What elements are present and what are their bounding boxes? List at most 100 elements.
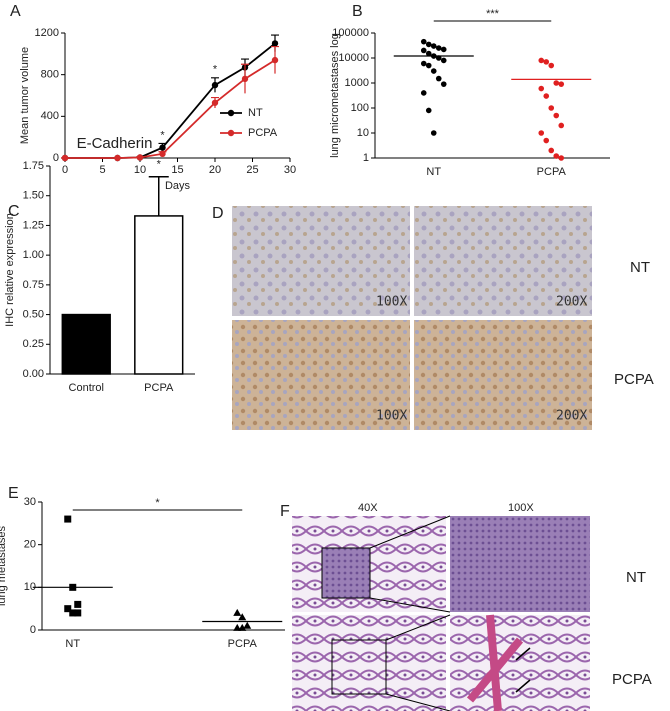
row-label: PCPA bbox=[614, 371, 654, 388]
point bbox=[558, 81, 565, 87]
bar bbox=[134, 215, 184, 375]
point bbox=[440, 81, 447, 87]
legend-marker bbox=[227, 129, 235, 137]
x-tick-label: NT bbox=[426, 166, 441, 178]
point bbox=[211, 81, 219, 89]
y-tick-label: 0.75 bbox=[23, 279, 44, 291]
point bbox=[271, 56, 279, 64]
point bbox=[440, 57, 447, 64]
point bbox=[543, 93, 550, 99]
row-label: PCPA bbox=[612, 671, 652, 688]
x-tick-label: 5 bbox=[99, 164, 105, 176]
point bbox=[553, 153, 560, 159]
point bbox=[136, 154, 144, 161]
point bbox=[420, 38, 427, 45]
x-tick-label: 20 bbox=[209, 164, 221, 176]
point bbox=[548, 147, 555, 154]
legend-label: PCPA bbox=[248, 127, 278, 139]
point bbox=[420, 47, 427, 54]
y-tick-label: 20 bbox=[24, 539, 36, 551]
magnification: 100X bbox=[376, 295, 407, 310]
point bbox=[538, 130, 545, 136]
point bbox=[233, 608, 242, 616]
y-axis-label: Mean tumor volume bbox=[19, 47, 31, 144]
point bbox=[420, 60, 427, 67]
legend-label: NT bbox=[248, 107, 263, 119]
y-tick-label: 400 bbox=[41, 110, 59, 122]
error-bar bbox=[148, 175, 169, 216]
point bbox=[548, 62, 555, 69]
micrograph bbox=[232, 206, 410, 316]
point bbox=[61, 154, 69, 162]
row-label: NT bbox=[626, 569, 646, 586]
zoom-line bbox=[369, 515, 451, 711]
point bbox=[558, 155, 565, 161]
micrograph bbox=[292, 615, 446, 711]
magnification: 200X bbox=[556, 295, 587, 310]
x-axis-label: Days bbox=[165, 180, 191, 192]
micrograph bbox=[414, 320, 592, 430]
y-tick-label: 0.50 bbox=[23, 308, 44, 320]
point bbox=[238, 613, 247, 621]
panel-labels: A B C D E F bbox=[8, 3, 363, 520]
y-tick-label: 1000 bbox=[345, 77, 369, 89]
x-tick-label: 10 bbox=[134, 164, 146, 176]
inset-box bbox=[331, 639, 387, 695]
bar bbox=[61, 313, 111, 375]
y-tick-label: 30 bbox=[24, 496, 36, 508]
point bbox=[435, 45, 442, 51]
x-tick-label: NT bbox=[65, 638, 80, 650]
micrographs-f: 40X 100X NT PCPA bbox=[292, 502, 652, 711]
significance: *** bbox=[486, 8, 500, 20]
micrograph bbox=[414, 206, 592, 316]
point bbox=[553, 80, 560, 86]
micrograph bbox=[450, 516, 590, 612]
point bbox=[74, 609, 82, 617]
point bbox=[241, 75, 249, 83]
magnification: 40X bbox=[358, 502, 378, 514]
x-tick-label: 0 bbox=[62, 164, 68, 176]
x-tick-label: PCPA bbox=[144, 382, 174, 394]
point bbox=[425, 107, 432, 114]
arrow bbox=[515, 647, 531, 693]
y-tick-label: 1.75 bbox=[23, 160, 44, 172]
y-tick-label: 10000 bbox=[338, 52, 369, 64]
annotation: * bbox=[160, 129, 165, 141]
point bbox=[114, 154, 121, 162]
significance: * bbox=[155, 497, 160, 509]
y-tick-label: 10 bbox=[24, 581, 36, 593]
point bbox=[538, 85, 545, 92]
point bbox=[243, 621, 252, 629]
y-tick-label: 0.25 bbox=[23, 338, 44, 350]
y-tick-label: 800 bbox=[41, 69, 59, 81]
magnification: 100X bbox=[376, 409, 407, 424]
y-axis-label: lung micrometastases log bbox=[329, 33, 341, 158]
point bbox=[64, 605, 72, 613]
point bbox=[430, 43, 437, 49]
micrographs-d: 100X 200X 100X 200X NT PCPA bbox=[232, 206, 654, 430]
y-tick-label: 0 bbox=[30, 624, 36, 636]
point bbox=[69, 609, 77, 617]
point bbox=[271, 40, 279, 47]
annotation: * bbox=[157, 159, 162, 171]
y-tick-label: 0 bbox=[53, 152, 59, 164]
point bbox=[435, 75, 442, 82]
y-axis-label: lung metastases bbox=[0, 525, 8, 606]
x-tick-label: PCPA bbox=[228, 638, 258, 650]
y-tick-label: 1.25 bbox=[23, 219, 44, 231]
y-tick-label: 100000 bbox=[332, 27, 369, 39]
y-tick-label: 0.00 bbox=[23, 368, 44, 380]
point bbox=[538, 57, 545, 64]
panel-label: A bbox=[10, 3, 21, 20]
y-axis-label: IHC relative expression bbox=[4, 213, 16, 327]
point bbox=[558, 122, 565, 129]
point bbox=[420, 90, 427, 96]
point bbox=[430, 130, 437, 136]
y-tick-label: 1200 bbox=[35, 27, 59, 39]
point bbox=[211, 99, 219, 106]
y-tick-label: 10 bbox=[357, 127, 369, 139]
magnification: 100X bbox=[508, 502, 534, 514]
y-tick-label: 1.00 bbox=[23, 249, 44, 261]
point bbox=[430, 68, 437, 74]
